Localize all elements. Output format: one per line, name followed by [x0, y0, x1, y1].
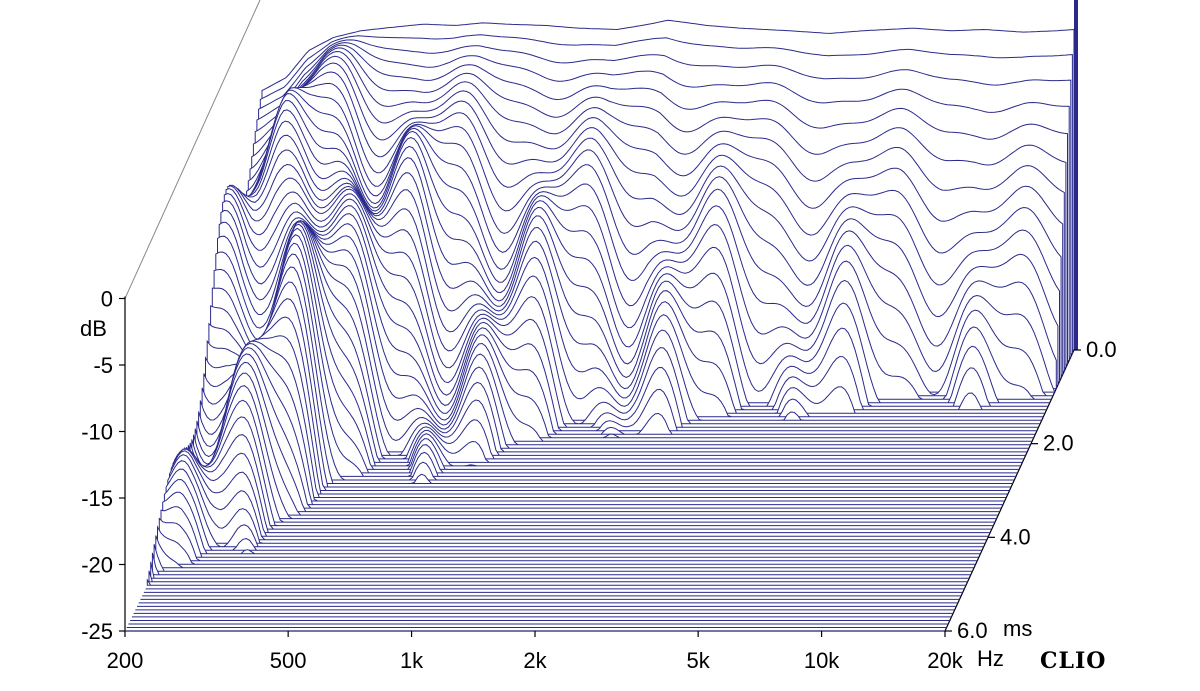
decay-slice: [153, 544, 973, 572]
y-tick-label: -10: [81, 420, 113, 445]
decay-slice: [162, 491, 981, 555]
decay-slice: [217, 221, 1033, 442]
z-tick-label: 4.0: [1000, 524, 1031, 549]
decay-slice: [150, 561, 970, 579]
decay-slice: [163, 479, 983, 551]
decay-slice: [148, 570, 968, 583]
z-tick-label: 2.0: [1043, 431, 1074, 456]
x-tick-label: 200: [107, 648, 144, 673]
decay-slice: [160, 506, 979, 558]
decay-slice: [218, 220, 1034, 439]
decay-slice: [157, 525, 976, 565]
z-axis-unit: ms: [1003, 616, 1032, 641]
x-tick-label: 10k: [804, 648, 840, 673]
z-tick-label: 0.0: [1086, 337, 1117, 362]
x-tick-label: 2k: [523, 648, 547, 673]
y-axis-ticks: 0 -5 -10 -15 -20 -25: [81, 287, 125, 644]
decay-slice: [158, 517, 978, 562]
x-tick-label: 1k: [400, 648, 424, 673]
y-tick-label: -20: [81, 553, 113, 578]
decay-slice: [155, 535, 974, 569]
decay-slice: [151, 552, 971, 576]
z-tick-label: 6.0: [957, 618, 988, 643]
y-tick-label: -25: [81, 619, 113, 644]
x-tick-label: 5k: [687, 648, 711, 673]
frame-outline: [124, 0, 261, 299]
x-tick-label: 20k: [927, 648, 963, 673]
x-axis-unit: Hz: [977, 646, 1004, 671]
x-tick-label: 500: [270, 648, 307, 673]
clio-logo: CLIO: [1040, 648, 1106, 674]
decay-slice: [146, 578, 966, 586]
y-tick-label: -15: [81, 486, 113, 511]
z-axis-ticks: 0.0 2.0 4.0 6.0: [945, 337, 1117, 643]
x-axis-ticks: 200 500 1k 2k 5k 10k 20k: [107, 631, 964, 673]
y-tick-label: 0: [101, 287, 113, 312]
waterfall-surface: [125, 19, 1075, 632]
y-axis-unit: dB: [80, 316, 107, 341]
y-tick-label: -5: [93, 353, 113, 378]
